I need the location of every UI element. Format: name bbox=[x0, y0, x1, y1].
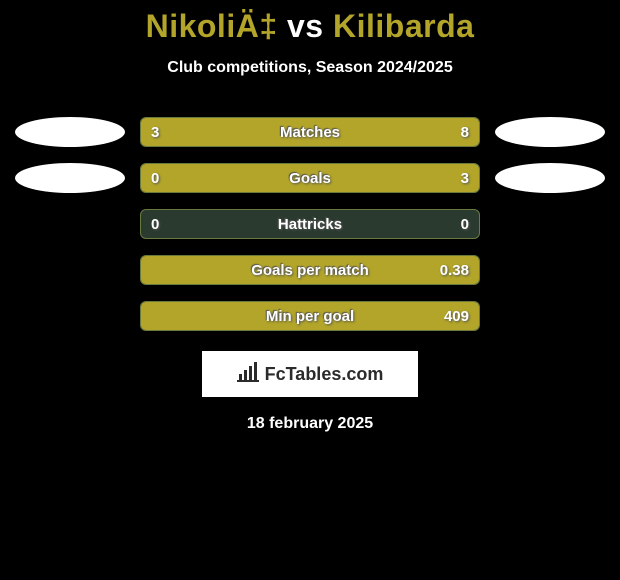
player2-link[interactable]: Kilibarda bbox=[333, 8, 474, 44]
page-title: NikoliÄ‡ vs Kilibarda bbox=[0, 0, 620, 45]
stat-value-right: 0 bbox=[461, 210, 469, 238]
logo-text: FcTables.com bbox=[265, 364, 384, 385]
stats-area: 38Matches 03Goals 0 0Hattricks 0.38Goals per… bbox=[0, 117, 620, 331]
stat-row: 0.38Goals per match bbox=[10, 255, 610, 285]
stat-bar-track: 38Matches bbox=[140, 117, 480, 147]
subtitle: Club competitions, Season 2024/2025 bbox=[0, 59, 620, 77]
stat-label: Hattricks bbox=[141, 210, 479, 238]
stat-bar-track: 0.38Goals per match bbox=[140, 255, 480, 285]
stat-bar-track: 03Goals bbox=[140, 163, 480, 193]
stat-bar-track: 409Min per goal bbox=[140, 301, 480, 331]
stat-bar-right bbox=[141, 256, 479, 284]
team-oval-right bbox=[495, 163, 605, 193]
stat-bar-right bbox=[232, 118, 479, 146]
stat-value-left: 0 bbox=[151, 210, 159, 238]
stat-row: 38Matches bbox=[10, 117, 610, 147]
stat-row: 0 0Hattricks bbox=[10, 209, 610, 239]
stat-bar-right bbox=[141, 164, 479, 192]
vs-text: vs bbox=[278, 8, 333, 44]
date-line: 18 february 2025 bbox=[0, 415, 620, 433]
player1-link[interactable]: NikoliÄ‡ bbox=[146, 8, 278, 44]
stat-bar-track: 0 0Hattricks bbox=[140, 209, 480, 239]
stat-row: 03Goals bbox=[10, 163, 610, 193]
stat-bar-left bbox=[141, 118, 232, 146]
fctables-link[interactable]: FcTables.com bbox=[202, 351, 418, 397]
stat-row: 409Min per goal bbox=[10, 301, 610, 331]
stat-bar-right bbox=[141, 302, 479, 330]
team-oval-right bbox=[495, 117, 605, 147]
player2-name: Kilibarda bbox=[333, 8, 474, 44]
team-oval-left bbox=[15, 117, 125, 147]
player1-name: NikoliÄ‡ bbox=[146, 8, 278, 44]
team-oval-left bbox=[15, 163, 125, 193]
barchart-icon bbox=[237, 362, 259, 387]
